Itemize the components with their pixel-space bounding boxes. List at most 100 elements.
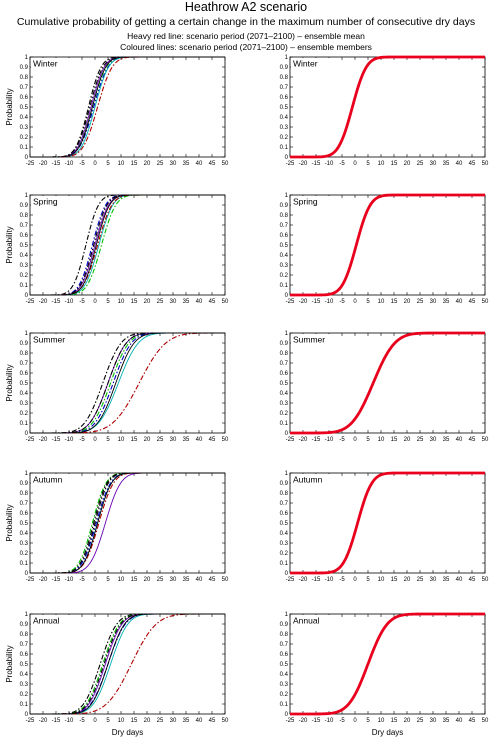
y-tick-label: 0.7 [20, 642, 29, 648]
x-tick-label: 40 [196, 437, 203, 443]
x-tick-label: 25 [157, 299, 164, 305]
x-tick-label: 35 [183, 718, 190, 724]
y-tick-label: 0.4 [20, 391, 29, 397]
x-tick-label: -25 [26, 299, 35, 305]
x-tick-label: -20 [39, 161, 48, 167]
y-tick-label: 0.6 [280, 511, 289, 517]
y-tick-label: 0.5 [280, 662, 289, 668]
y-tick-label: 0.2 [280, 551, 289, 557]
y-tick-label: 0.3 [280, 263, 289, 269]
x-tick-label: 10 [378, 437, 385, 443]
season-label: Summer [293, 335, 325, 345]
y-tick-label: 1 [25, 193, 29, 199]
y-tick-label: 0.7 [280, 642, 289, 648]
x-tick-label: 45 [469, 437, 476, 443]
x-tick-label: 30 [430, 299, 437, 305]
x-tick-label: 20 [404, 299, 411, 305]
season-label: Spring [293, 197, 318, 207]
x-tick-label: 50 [482, 299, 489, 305]
x-tick-label: -5 [339, 299, 345, 305]
x-tick-label: -5 [79, 161, 85, 167]
y-tick-label: 0.9 [20, 481, 29, 487]
season-label-bg-autumn-ensemble-members [31, 474, 71, 485]
y-tick-label: 0.7 [20, 223, 29, 229]
season-label-bg-spring-ensemble-mean [291, 196, 331, 207]
x-tick-label: -25 [26, 161, 35, 167]
x-tick-label: -25 [286, 577, 295, 583]
y-tick-label: 0.1 [280, 283, 289, 289]
x-tick-label: -10 [65, 437, 74, 443]
y-tick-label: 0.8 [280, 75, 289, 81]
ensemble-mean-line-winter-ensemble-mean [290, 55, 485, 159]
x-tick-label: 15 [131, 299, 138, 305]
ensemble-member-line-autumn-ensemble-members [30, 472, 225, 574]
x-tick-label: 20 [144, 299, 151, 305]
y-tick-label: 0.7 [20, 85, 29, 91]
x-tick-label: 35 [183, 299, 190, 305]
y-tick-label: 0 [25, 431, 29, 437]
y-tick-label: 0.4 [20, 253, 29, 259]
y-tick-label: 0.1 [280, 702, 289, 708]
x-tick-label: 50 [222, 718, 229, 724]
ensemble-mean-line-summer-ensemble-mean [290, 331, 485, 435]
y-tick-label: 0.9 [280, 481, 289, 487]
ensemble-member-line-winter-ensemble-members [30, 56, 225, 158]
y-tick-label: 0.3 [20, 263, 29, 269]
season-label: Annual [293, 616, 320, 626]
x-tick-label: 5 [366, 577, 370, 583]
x-tick-label: 10 [118, 161, 125, 167]
x-tick-label: -15 [52, 161, 61, 167]
y-tick-label: 0.2 [20, 551, 29, 557]
y-tick-label: 0.3 [280, 401, 289, 407]
y-tick-label: 0.7 [20, 501, 29, 507]
y-axis-label: Probability [5, 364, 14, 401]
x-tick-label: -10 [325, 299, 334, 305]
x-tick-label: 40 [196, 299, 203, 305]
ensemble-member-line-autumn-ensemble-members [30, 472, 225, 574]
season-label: Spring [33, 197, 58, 207]
ensemble-member-line-winter-ensemble-members [30, 56, 225, 158]
plot-frame-summer-ensemble-mean [289, 332, 486, 434]
y-tick-label: 0.5 [280, 243, 289, 249]
x-tick-label: -5 [79, 299, 85, 305]
ensemble-member-line-spring-ensemble-members [30, 194, 225, 296]
x-tick-label: 25 [417, 161, 424, 167]
ensemble-member-line-autumn-ensemble-members [30, 472, 225, 574]
x-tick-label: -15 [312, 161, 321, 167]
y-tick-label: 1 [25, 331, 29, 337]
x-tick-label: -20 [39, 577, 48, 583]
y-tick-label: 0.2 [280, 273, 289, 279]
x-tick-label: 25 [157, 437, 164, 443]
y-tick-label: 0.2 [20, 411, 29, 417]
y-tick-label: 0.9 [280, 341, 289, 347]
season-label-bg-winter-ensemble-members [31, 58, 71, 69]
y-tick-label: 0.2 [20, 135, 29, 141]
y-tick-label: 0.2 [280, 135, 289, 141]
x-tick-label: 45 [209, 718, 216, 724]
x-tick-label: 50 [482, 577, 489, 583]
y-tick-label: 0.5 [20, 105, 29, 111]
y-tick-label: 0 [285, 155, 289, 161]
x-tick-label: -25 [26, 437, 35, 443]
y-tick-label: 0.1 [280, 145, 289, 151]
ensemble-member-line-autumn-ensemble-members [30, 472, 225, 574]
y-axis-label: Probability [5, 226, 14, 263]
x-tick-label: 0 [93, 437, 97, 443]
y-tick-label: 0.7 [280, 223, 289, 229]
y-tick-label: 0.4 [20, 531, 29, 537]
x-tick-label: 5 [106, 299, 110, 305]
x-tick-label: 40 [196, 577, 203, 583]
x-tick-label: 15 [391, 718, 398, 724]
y-tick-label: 0.3 [20, 541, 29, 547]
plot-frame-winter-ensemble-mean [289, 56, 486, 158]
ensemble-mean-line-annual-ensemble-mean [290, 612, 485, 716]
ensemble-member-line-autumn-ensemble-members [30, 472, 225, 574]
x-tick-label: -5 [339, 718, 345, 724]
plot-frame-winter-ensemble-members [29, 56, 226, 158]
x-tick-label: -15 [312, 437, 321, 443]
x-tick-label: -20 [39, 718, 48, 724]
x-tick-label: 30 [170, 299, 177, 305]
x-tick-label: -5 [339, 577, 345, 583]
plot-frame-spring-ensemble-mean [289, 194, 486, 296]
season-label-bg-summer-ensemble-members [31, 334, 71, 345]
